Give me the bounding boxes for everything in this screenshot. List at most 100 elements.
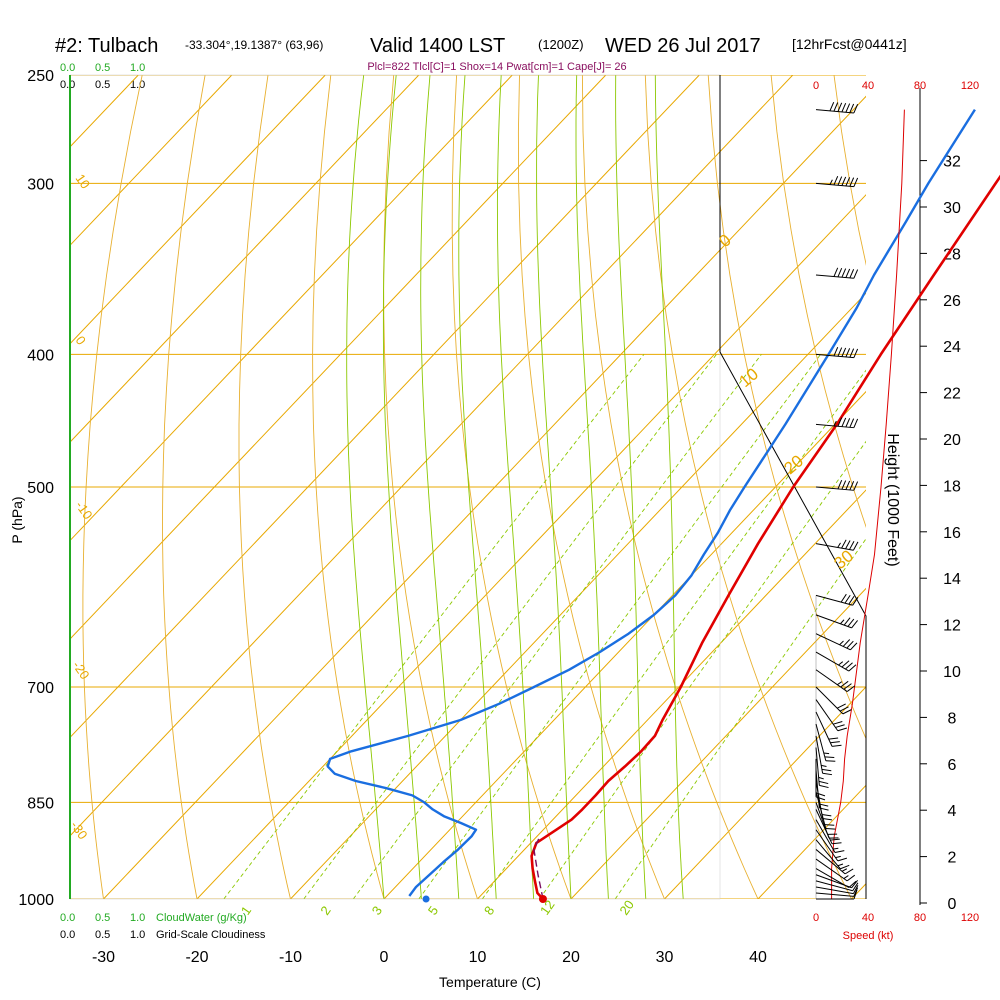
wind-barb-flag <box>845 540 851 550</box>
wind-barb-half-flag <box>818 776 824 780</box>
wind-barb-staff <box>815 182 854 188</box>
mixing-ratio-line <box>352 354 762 899</box>
height-tick-label: 20 <box>943 432 961 449</box>
wind-barb <box>815 868 857 888</box>
height-tick-label: 16 <box>943 525 961 542</box>
wind-barb-staff <box>815 543 854 551</box>
wind-barb-half-flag <box>840 619 845 625</box>
wind-barb-staff <box>815 880 853 892</box>
parcel-profile-line <box>533 836 544 900</box>
x-tick-label: -10 <box>279 949 302 966</box>
wind-barb-flag <box>815 796 826 801</box>
mixing-ratio-line <box>614 538 866 899</box>
wind-barb-flag <box>843 683 852 690</box>
wind-barb-staff <box>815 829 839 862</box>
wind-barb-flag <box>832 842 842 845</box>
surface-temperature-point <box>538 895 547 903</box>
wind-barb-staff <box>815 486 854 491</box>
cloudiness-scale-top-0: 0.0 <box>60 79 75 91</box>
isotherm-line <box>664 686 866 899</box>
dry-adiabat-line <box>238 75 291 899</box>
wind-barb-flag <box>819 807 829 811</box>
wind-barb-flag <box>853 177 859 187</box>
wind-barb <box>815 880 859 892</box>
wind-barb-half-flag <box>821 764 827 768</box>
wind-barb-flag <box>853 348 859 358</box>
wind-barb-staff <box>815 886 854 895</box>
wind-barb <box>815 711 842 747</box>
isotherm-label: 0 <box>73 333 89 348</box>
wind-barb-flag <box>821 814 832 817</box>
thermo-grid <box>70 75 1000 899</box>
mixing-ratio-label: 20 <box>616 897 637 917</box>
wind-barb <box>815 267 859 279</box>
surface-dewpoint-point <box>422 895 430 903</box>
wind-barb-staff <box>815 594 853 606</box>
wind-barb-flag <box>837 727 848 732</box>
wind-barb-flag <box>842 709 852 715</box>
wind-barb <box>815 735 833 776</box>
speed-tick-bottom-1: 40 <box>862 912 874 924</box>
wind-barb <box>815 593 859 606</box>
dry-adiabat-line <box>960 75 1000 899</box>
wind-barb-flag <box>837 102 843 112</box>
wind-barb-flag <box>852 541 859 551</box>
dry-adiabat-line <box>451 75 572 899</box>
cloudiness-scale-bottom-0: 0.0 <box>60 929 75 941</box>
x-tick-label: 40 <box>749 949 767 966</box>
wind-barb-staff <box>815 274 854 279</box>
wind-barb-staff <box>815 699 839 732</box>
cloudiness-scale-bottom-2: 1.0 <box>130 929 145 941</box>
wind-barb-flag <box>842 639 851 647</box>
wind-barb-flag <box>849 418 855 428</box>
speed-tick-top-2: 80 <box>914 80 926 92</box>
isotherm-line <box>70 75 513 542</box>
wind-barb-flag <box>844 594 851 604</box>
isotherm-label: -20 <box>70 658 93 682</box>
pressure-tick-label: 300 <box>27 176 54 193</box>
moist-adiabat-line <box>346 75 385 899</box>
wind-barb-flag <box>843 617 851 626</box>
wind-barb-flag <box>837 417 843 427</box>
height-tick-label: 4 <box>948 803 957 820</box>
wind-barb-flag <box>819 784 829 789</box>
wind-barb-staff <box>815 651 850 672</box>
wind-barb-flag <box>824 756 835 758</box>
wind-barb <box>815 819 845 854</box>
stability-indices: Plcl=822 Tlcl[C]=1 Shox=14 Pwat[cm]=1 Ca… <box>367 61 626 73</box>
wind-barb-flag <box>837 857 848 862</box>
station-title: #2: Tulbach <box>55 35 158 57</box>
wind-barb-flag <box>851 620 858 629</box>
wind-barb-flag <box>853 418 859 428</box>
isotherm-line <box>383 390 866 899</box>
wind-barb-half-flag <box>835 855 841 859</box>
mixing-ratio-label: 2 <box>317 903 333 918</box>
wind-barb <box>815 669 856 692</box>
wind-barb-flag <box>849 103 855 113</box>
wind-barb <box>815 858 856 882</box>
height-tick-label: 28 <box>943 246 961 263</box>
speed-tick-top-3: 120 <box>961 80 979 92</box>
wind-barb-half-flag <box>841 868 848 872</box>
x-axis-label: Temperature (C) <box>439 974 541 990</box>
height-axis-label: Height (1000 Feet) <box>884 433 901 566</box>
wind-barb-flag <box>849 481 855 491</box>
wind-barb-flag <box>841 480 847 490</box>
pressure-tick-label: 400 <box>27 347 54 364</box>
height-tick-label: 0 <box>948 896 957 913</box>
wind-barb-flag <box>850 642 858 651</box>
x-tick-label: 0 <box>380 949 389 966</box>
speed-tick-bottom-0: 0 <box>813 912 819 924</box>
moist-adiabat-line <box>382 75 422 899</box>
moist-adiabat-line <box>458 75 497 899</box>
mixing-ratio-label: 5 <box>425 903 441 918</box>
height-tick-label: 12 <box>943 618 961 635</box>
wind-barb-staff <box>815 711 833 747</box>
wind-barb-half-flag <box>837 863 844 867</box>
wind-barb-staff <box>815 353 854 359</box>
wind-barb-flag <box>815 792 826 797</box>
wind-barb-flag <box>848 595 855 605</box>
wind-barb-flag <box>845 662 853 670</box>
wind-barb-half-flag <box>823 752 830 755</box>
wind-barb-flag <box>845 480 851 490</box>
